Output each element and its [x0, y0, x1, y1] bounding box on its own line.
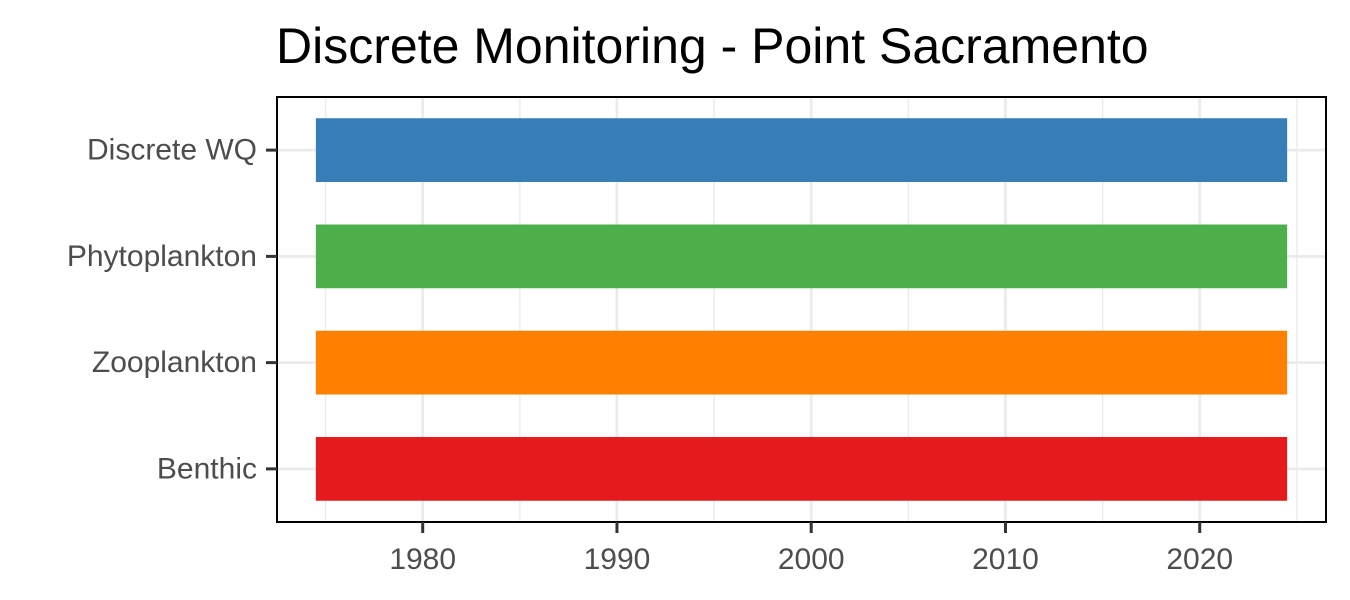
x-tick-label: 2000 — [778, 543, 845, 576]
bar-phytoplankton — [315, 224, 1288, 289]
chart-title: Discrete Monitoring - Point Sacramento — [276, 18, 1149, 74]
x-tick-label: 1990 — [584, 543, 651, 576]
x-tick-label: 2020 — [1166, 543, 1233, 576]
y-tick-label: Discrete WQ — [87, 134, 257, 167]
y-tick-label: Phytoplankton — [67, 240, 257, 273]
bar-zooplankton — [315, 330, 1288, 395]
x-tick-label: 1980 — [389, 543, 456, 576]
bar-benthic — [315, 437, 1288, 501]
bar-discrete-wq — [315, 118, 1288, 182]
y-tick-label: Zooplankton — [92, 346, 257, 379]
y-tick-label: Benthic — [157, 452, 257, 485]
x-tick-label: 2010 — [972, 543, 1039, 576]
panel-border — [276, 96, 1327, 523]
